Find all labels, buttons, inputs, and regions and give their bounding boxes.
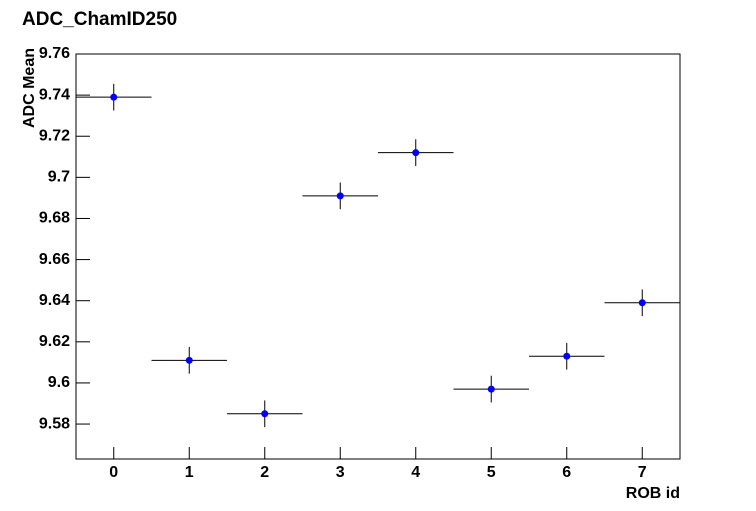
y-tick-label: 9.72 xyxy=(39,127,70,144)
x-tick-label: 5 xyxy=(487,464,496,481)
data-point xyxy=(110,93,118,101)
data-point xyxy=(563,352,571,360)
data-point xyxy=(336,192,344,200)
x-tick-label: 1 xyxy=(185,464,194,481)
data-point xyxy=(638,299,646,307)
y-tick-label: 9.68 xyxy=(39,210,70,227)
y-tick-label: 9.64 xyxy=(39,292,70,309)
y-tick-label: 9.66 xyxy=(39,251,70,268)
x-tick-label: 4 xyxy=(411,464,420,481)
data-point xyxy=(185,356,193,364)
data-point xyxy=(412,149,420,157)
x-tick-label: 6 xyxy=(562,464,571,481)
x-axis-label: ROB id xyxy=(626,485,680,502)
plot-frame xyxy=(75,53,681,460)
y-axis-label: ADC Mean xyxy=(21,48,38,128)
y-tick-label: 9.76 xyxy=(39,45,70,62)
x-tick-label: 3 xyxy=(336,464,345,481)
data-point xyxy=(487,385,495,393)
x-tick-label: 2 xyxy=(260,464,269,481)
y-tick-label: 9.74 xyxy=(39,86,70,103)
x-tick-label: 7 xyxy=(638,464,647,481)
y-tick-label: 9.6 xyxy=(48,374,70,391)
chart-title: ADC_ChamID250 xyxy=(22,9,177,30)
y-tick-label: 9.62 xyxy=(39,333,70,350)
data-point xyxy=(261,410,269,418)
y-tick-label: 9.58 xyxy=(39,415,70,432)
y-tick-label: 9.7 xyxy=(48,169,70,186)
x-tick-label: 0 xyxy=(109,464,118,481)
